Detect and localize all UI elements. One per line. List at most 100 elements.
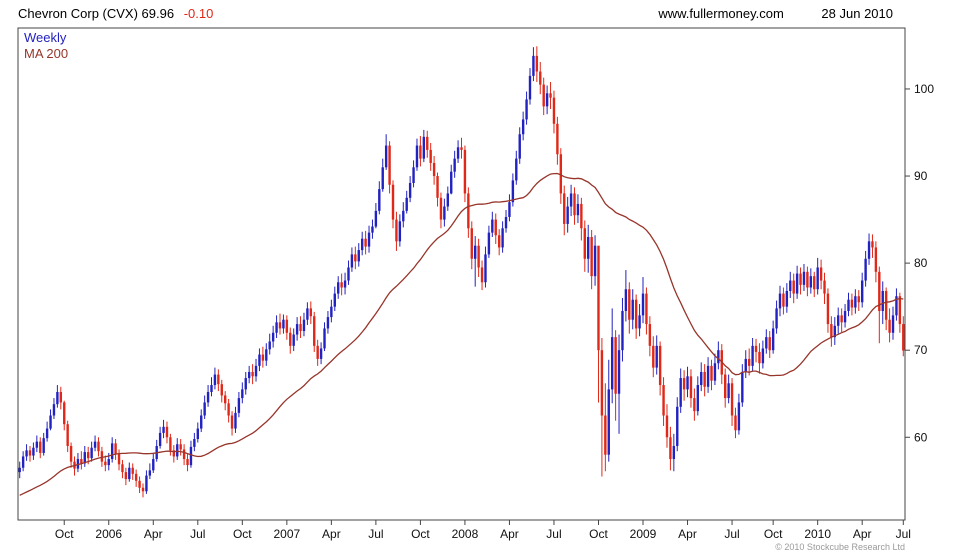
candle-body bbox=[134, 473, 138, 481]
candle-body bbox=[813, 276, 816, 290]
candle-body bbox=[35, 441, 39, 448]
candle-body bbox=[80, 459, 83, 464]
candle-body bbox=[357, 250, 360, 262]
candle-body bbox=[857, 296, 860, 303]
candle-body bbox=[700, 371, 703, 386]
candle-body bbox=[422, 136, 426, 159]
x-tick-label: Jul bbox=[368, 527, 383, 541]
candle-body bbox=[559, 154, 563, 194]
candle-body bbox=[391, 184, 395, 220]
candle-body bbox=[319, 348, 323, 359]
candle-body bbox=[583, 228, 586, 259]
candle-body bbox=[693, 398, 696, 412]
candle-body bbox=[114, 443, 117, 454]
candle-body bbox=[874, 247, 878, 272]
candle-body bbox=[470, 228, 473, 259]
candle-body bbox=[761, 348, 765, 364]
x-tick-label: Jul bbox=[896, 527, 911, 541]
candle-body bbox=[330, 306, 333, 318]
candle-body bbox=[782, 293, 785, 307]
candle-body bbox=[378, 189, 381, 211]
candle-body bbox=[247, 371, 251, 379]
candle-body bbox=[484, 254, 487, 283]
candle-body bbox=[487, 232, 491, 255]
candle-body bbox=[237, 398, 241, 413]
candle-body bbox=[97, 441, 100, 452]
candle-body bbox=[682, 378, 686, 390]
candle-body bbox=[569, 193, 573, 207]
candle-body bbox=[333, 293, 336, 307]
candle-body bbox=[525, 99, 528, 120]
x-tick-label: 2006 bbox=[95, 527, 122, 541]
candle-body bbox=[610, 337, 614, 390]
candle-body bbox=[165, 426, 169, 438]
candle-body bbox=[405, 197, 408, 211]
candle-body bbox=[193, 439, 196, 447]
y-tick-label: 60 bbox=[914, 430, 928, 444]
candle-body bbox=[884, 290, 888, 320]
candle-body bbox=[412, 167, 415, 184]
candle-body bbox=[453, 158, 456, 172]
candle-body bbox=[799, 273, 802, 285]
candle-body bbox=[93, 441, 97, 448]
candle-body bbox=[217, 374, 220, 385]
candle-body bbox=[467, 193, 470, 229]
y-tick-label: 80 bbox=[914, 256, 928, 270]
candle-body bbox=[518, 134, 521, 159]
date-label: 28 Jun 2010 bbox=[821, 6, 893, 21]
candle-body bbox=[450, 171, 453, 194]
candle-body bbox=[703, 371, 706, 387]
candle-body bbox=[203, 402, 206, 416]
y-tick-label: 70 bbox=[914, 343, 928, 357]
x-tick-label: Apr bbox=[322, 527, 341, 541]
candle-body bbox=[614, 337, 617, 394]
candle-body bbox=[741, 371, 744, 403]
candle-body bbox=[104, 461, 107, 466]
legend-weekly: Weekly bbox=[24, 30, 67, 45]
candle-body bbox=[607, 389, 610, 455]
candle-body bbox=[545, 93, 549, 107]
x-tick-label: Oct bbox=[589, 527, 608, 541]
candle-body bbox=[138, 480, 141, 488]
x-tick-label: Oct bbox=[55, 527, 74, 541]
candle-body bbox=[66, 424, 69, 446]
candle-body bbox=[891, 315, 895, 333]
candle-body bbox=[463, 149, 467, 194]
candle-body bbox=[289, 332, 292, 346]
candle-body bbox=[501, 228, 504, 248]
instrument-title: Chevron Corp (CVX) 69.96 bbox=[18, 6, 175, 21]
candle-body bbox=[244, 378, 247, 390]
candle-body bbox=[641, 293, 645, 316]
candle-body bbox=[696, 385, 700, 412]
candle-body bbox=[292, 334, 295, 346]
candle-body bbox=[360, 238, 364, 251]
candle-body bbox=[573, 193, 576, 216]
candle-body bbox=[604, 415, 607, 455]
candle-body bbox=[563, 193, 566, 224]
candle-body bbox=[206, 391, 210, 403]
x-tick-label: Oct bbox=[411, 527, 430, 541]
candle-body bbox=[52, 404, 56, 416]
candle-body bbox=[172, 450, 176, 457]
candle-body bbox=[597, 245, 600, 351]
candle-body bbox=[789, 280, 792, 291]
candle-body bbox=[792, 280, 795, 294]
candle-body bbox=[724, 374, 727, 399]
candle-body bbox=[580, 203, 583, 229]
candle-body bbox=[395, 219, 398, 242]
price-change: -0.10 bbox=[183, 6, 214, 21]
candle-body bbox=[867, 241, 871, 259]
candle-body bbox=[285, 319, 289, 333]
candle-body bbox=[638, 315, 641, 329]
candle-body bbox=[186, 459, 189, 466]
candle-body bbox=[227, 403, 230, 416]
candle-body bbox=[864, 258, 867, 281]
candle-body bbox=[32, 447, 35, 456]
candle-body bbox=[275, 322, 278, 333]
candle-body bbox=[381, 167, 384, 190]
x-tick-label: Apr bbox=[144, 527, 163, 541]
candle-body bbox=[176, 444, 179, 457]
candle-body bbox=[480, 267, 484, 283]
candle-body bbox=[816, 267, 819, 290]
